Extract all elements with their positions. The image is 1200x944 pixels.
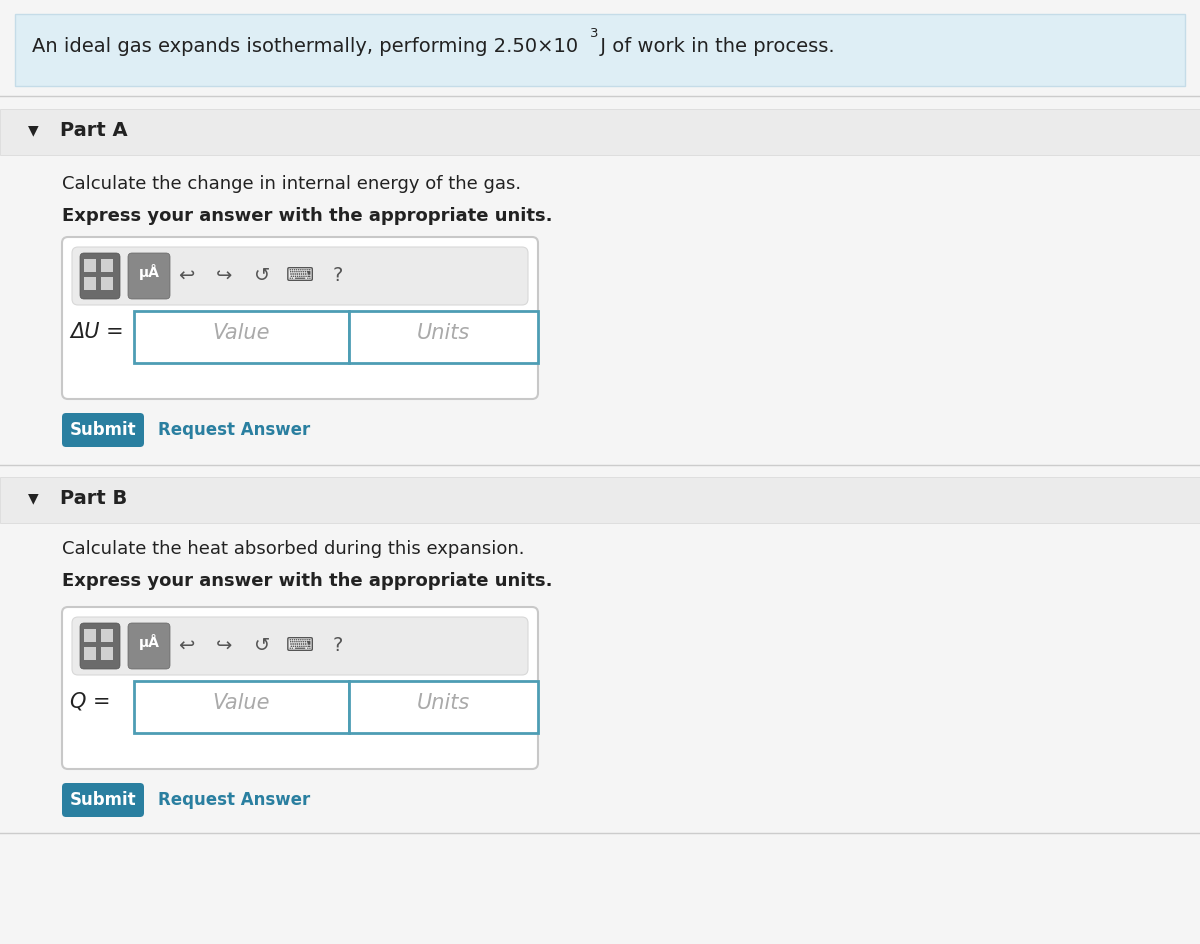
- Text: ?: ?: [332, 265, 343, 285]
- Text: An ideal gas expands isothermally, performing 2.50×10: An ideal gas expands isothermally, perfo…: [32, 37, 578, 56]
- Text: Part B: Part B: [60, 488, 127, 508]
- FancyBboxPatch shape: [72, 247, 528, 306]
- Text: ↺: ↺: [254, 635, 270, 654]
- Text: μÅ: μÅ: [138, 263, 160, 279]
- Text: Calculate the heat absorbed during this expansion.: Calculate the heat absorbed during this …: [62, 539, 524, 557]
- FancyBboxPatch shape: [62, 238, 538, 399]
- FancyBboxPatch shape: [62, 413, 144, 447]
- FancyBboxPatch shape: [62, 607, 538, 769]
- Bar: [84, 260, 96, 273]
- Text: Value: Value: [212, 323, 270, 343]
- Text: Q =: Q =: [70, 691, 110, 711]
- Text: ⌨: ⌨: [286, 265, 314, 285]
- FancyBboxPatch shape: [72, 617, 528, 675]
- FancyBboxPatch shape: [80, 254, 120, 299]
- Bar: [349, 682, 538, 733]
- Text: Units: Units: [416, 323, 469, 343]
- Text: Request Answer: Request Answer: [158, 790, 311, 808]
- Bar: [84, 630, 96, 642]
- Bar: [101, 648, 113, 660]
- Text: Express your answer with the appropriate units.: Express your answer with the appropriate…: [62, 571, 552, 589]
- Text: ↩: ↩: [178, 265, 194, 285]
- Text: 3: 3: [590, 27, 599, 40]
- FancyBboxPatch shape: [80, 623, 120, 669]
- Text: ▼: ▼: [28, 123, 38, 137]
- Text: Express your answer with the appropriate units.: Express your answer with the appropriate…: [62, 207, 552, 225]
- Text: ↩: ↩: [178, 635, 194, 654]
- Bar: [101, 278, 113, 291]
- Text: Calculate the change in internal energy of the gas.: Calculate the change in internal energy …: [62, 175, 521, 193]
- Text: Request Answer: Request Answer: [158, 421, 311, 439]
- Text: ⌨: ⌨: [286, 635, 314, 654]
- Text: Units: Units: [416, 692, 469, 712]
- Bar: [134, 682, 349, 733]
- Text: Submit: Submit: [70, 790, 137, 808]
- FancyBboxPatch shape: [62, 784, 144, 818]
- FancyBboxPatch shape: [128, 623, 170, 669]
- Bar: [14, 15, 1186, 87]
- Text: μÅ: μÅ: [138, 633, 160, 649]
- Bar: [0, 110, 1200, 156]
- Bar: [101, 630, 113, 642]
- Text: ▼: ▼: [28, 491, 38, 504]
- Bar: [0, 478, 1200, 523]
- FancyBboxPatch shape: [128, 254, 170, 299]
- Text: Submit: Submit: [70, 421, 137, 439]
- Bar: [134, 312, 349, 363]
- Bar: [84, 648, 96, 660]
- Bar: [349, 312, 538, 363]
- Text: Value: Value: [212, 692, 270, 712]
- Text: ?: ?: [332, 635, 343, 654]
- Text: ↪: ↪: [216, 635, 232, 654]
- Bar: [101, 260, 113, 273]
- Text: ΔU =: ΔU =: [70, 322, 124, 342]
- Text: J of work in the process.: J of work in the process.: [594, 37, 835, 56]
- Text: ↺: ↺: [254, 265, 270, 285]
- Bar: [84, 278, 96, 291]
- Text: ↪: ↪: [216, 265, 232, 285]
- Text: Part A: Part A: [60, 121, 127, 140]
